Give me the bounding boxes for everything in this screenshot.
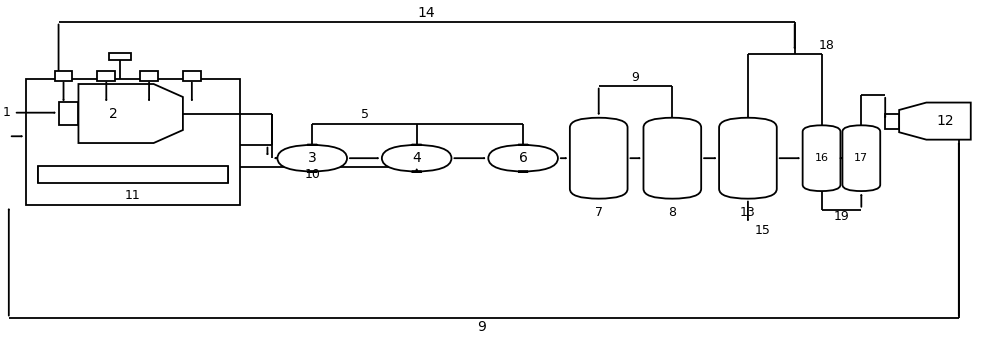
Text: 9: 9 <box>477 320 486 334</box>
Text: 1: 1 <box>3 106 11 119</box>
FancyBboxPatch shape <box>643 118 701 199</box>
FancyBboxPatch shape <box>488 145 558 172</box>
Text: 17: 17 <box>854 153 868 163</box>
FancyBboxPatch shape <box>842 125 880 191</box>
Text: 14: 14 <box>418 6 435 20</box>
FancyBboxPatch shape <box>277 145 347 172</box>
FancyBboxPatch shape <box>382 145 451 172</box>
Text: 3: 3 <box>308 151 317 165</box>
Text: 19: 19 <box>834 210 849 223</box>
Text: 16: 16 <box>815 153 829 163</box>
Bar <box>140 71 158 81</box>
Polygon shape <box>78 84 183 143</box>
Bar <box>26 79 240 205</box>
FancyBboxPatch shape <box>803 125 840 191</box>
Text: 8: 8 <box>668 206 676 219</box>
Bar <box>59 102 78 125</box>
FancyBboxPatch shape <box>719 118 777 199</box>
Bar <box>97 71 115 81</box>
Bar <box>109 53 131 61</box>
Polygon shape <box>899 103 971 140</box>
Text: 5: 5 <box>361 108 369 121</box>
Bar <box>38 166 228 184</box>
Text: 4: 4 <box>412 151 421 165</box>
Text: 11: 11 <box>125 189 141 202</box>
Text: 10: 10 <box>304 168 320 181</box>
Text: 7: 7 <box>595 206 603 219</box>
Bar <box>885 114 899 129</box>
Text: 9: 9 <box>632 71 639 84</box>
Text: 15: 15 <box>755 224 771 237</box>
Text: 2: 2 <box>109 106 117 120</box>
Text: 12: 12 <box>937 114 955 128</box>
FancyBboxPatch shape <box>570 118 628 199</box>
Text: 18: 18 <box>819 39 834 52</box>
Text: 13: 13 <box>740 206 756 219</box>
Bar <box>183 71 201 81</box>
Bar <box>55 71 72 81</box>
Text: 6: 6 <box>519 151 528 165</box>
